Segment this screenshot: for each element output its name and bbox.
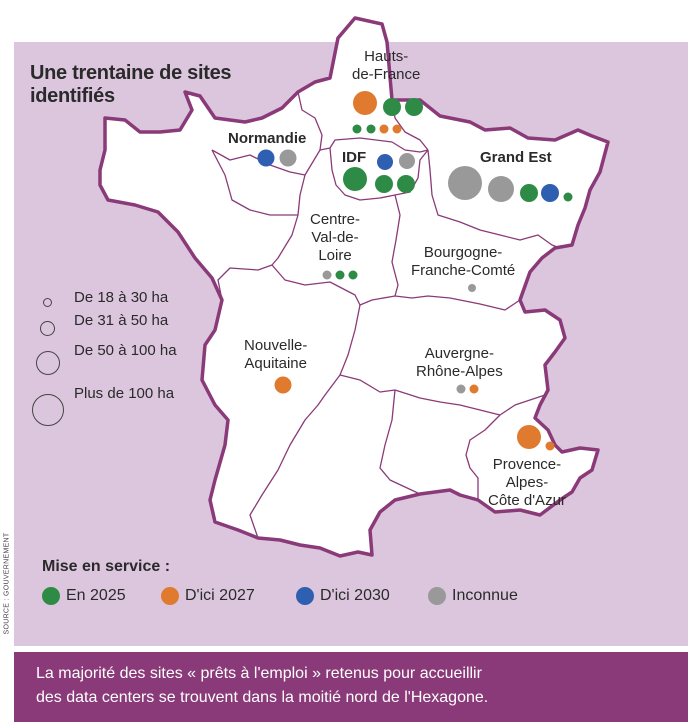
region-label-line: Provence- (492, 456, 562, 473)
grey-dot-icon (428, 587, 446, 605)
title-line: identifiés (30, 85, 115, 107)
size-circle-icon (32, 394, 64, 426)
status-legend-item: En 2025 (42, 587, 126, 605)
status-legend-label: D'ici 2030 (320, 587, 390, 604)
site-marker (563, 192, 573, 202)
status-legend-item: D'ici 2027 (161, 587, 255, 605)
site-marker (399, 153, 415, 169)
region-label-line: Rhône-Alpes (416, 363, 503, 380)
size-legend-item: Plus de 100 ha (32, 385, 174, 426)
caption-banner: La majorité des sites « prêts à l'emploi… (14, 652, 688, 722)
map-title: Une trentaine de sites identifiés (30, 62, 270, 108)
region-borders (211, 91, 561, 539)
site-marker (520, 184, 538, 202)
size-legend-label: De 18 à 30 ha (74, 289, 169, 306)
status-legend-title: Mise en service : (42, 558, 171, 575)
region-label-line: Auvergne- (424, 345, 494, 362)
site-marker (392, 124, 402, 134)
site-marker (274, 376, 292, 394)
status-legend-label: En 2025 (66, 587, 126, 604)
site-marker (517, 425, 541, 449)
size-circle-icon (40, 321, 55, 336)
site-marker (405, 98, 423, 116)
region-label-line: Nouvelle- (244, 337, 308, 354)
site-marker (448, 166, 482, 200)
site-marker (383, 98, 401, 116)
region-label-line: Côte d'Azur (488, 492, 566, 509)
size-circle-icon (36, 351, 60, 375)
region-label-auvergne-rhone-alpes: Auvergne- Rhône-Alpes (416, 345, 503, 381)
site-marker (343, 167, 367, 191)
site-marker (541, 184, 559, 202)
site-marker (348, 270, 358, 280)
region-label-idf: IDF (342, 149, 367, 166)
region-label-bourgogne-franche-comte: Bourgogne- Franche-Comté (411, 244, 515, 280)
site-marker (468, 284, 476, 292)
site-marker (488, 176, 514, 202)
status-legend-label: Inconnue (452, 587, 518, 604)
region-label-grand-est: Grand Est (480, 149, 552, 166)
site-marker (335, 270, 345, 280)
region-label-line: Alpes- (505, 474, 549, 491)
region-label-line: Bourgogne- (423, 244, 503, 261)
status-legend-item: D'ici 2030 (296, 587, 390, 605)
status-legend-item: Inconnue (428, 587, 518, 605)
region-label-line: de-France (352, 66, 421, 83)
green-dot-icon (42, 587, 60, 605)
size-legend-label: Plus de 100 ha (74, 385, 175, 402)
region-label-line: Franche-Comté (411, 262, 516, 279)
france-outline (98, 16, 610, 558)
site-marker (352, 124, 362, 134)
size-legend-label: De 31 à 50 ha (74, 312, 169, 329)
site-marker (257, 149, 275, 167)
site-marker (366, 124, 376, 134)
status-legend-label: D'ici 2027 (185, 587, 255, 604)
site-marker (322, 270, 332, 280)
site-marker (279, 149, 297, 167)
caption-line: des data centers se trouvent dans la moi… (36, 689, 489, 706)
region-label-line: Centre- (310, 211, 361, 228)
region-label-normandie: Normandie (228, 130, 307, 147)
site-marker (456, 384, 466, 394)
size-circle-icon (43, 298, 52, 307)
region-label-line: Val-de- (311, 229, 359, 246)
blue-dot-icon (296, 587, 314, 605)
site-marker (469, 384, 479, 394)
region-label-line: Loire (318, 247, 352, 264)
site-marker (377, 154, 393, 170)
site-marker (353, 91, 377, 115)
region-label-nouvelle-aquitaine: Nouvelle- Aquitaine (244, 337, 307, 373)
region-label-provence-alpes-cote-d-azur: Provence- Alpes- Côte d'Azur (488, 456, 566, 510)
size-legend-item: De 18 à 30 ha (32, 289, 168, 307)
orange-dot-icon (161, 587, 179, 605)
site-marker (397, 175, 415, 193)
region-label-hauts-de-france: Hauts- de-France (352, 48, 420, 84)
region-label-centre-val-de-loire: Centre- Val-de- Loire (310, 211, 360, 265)
region-label-line: Hauts- (364, 48, 409, 65)
site-markers (257, 91, 573, 451)
site-marker (375, 175, 393, 193)
source-credit: SOURCE : GOUVERNEMENT (3, 532, 11, 635)
title-line: Une trentaine de sites (30, 62, 232, 84)
region-label-line: Aquitaine (244, 355, 307, 372)
caption-line: La majorité des sites « prêts à l'emploi… (36, 665, 482, 682)
site-marker (545, 441, 555, 451)
site-marker (379, 124, 389, 134)
size-legend-item: De 50 à 100 ha (32, 342, 177, 375)
size-legend-label: De 50 à 100 ha (74, 342, 177, 359)
size-legend-item: De 31 à 50 ha (32, 312, 168, 336)
